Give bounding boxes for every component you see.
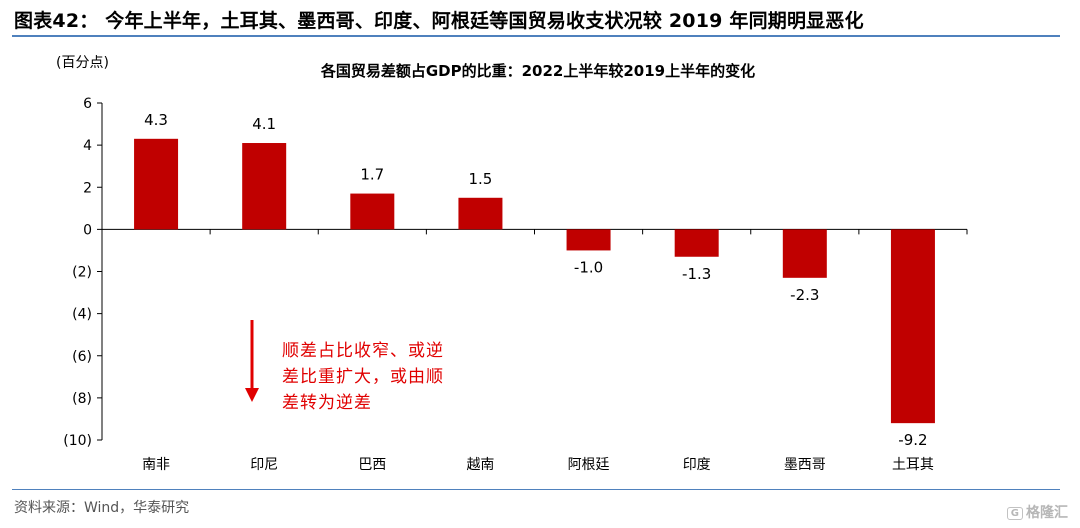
bar [890,229,935,424]
annotation-text-line: 差比重扩大，或由顺 [282,367,444,387]
y-tick-label: 4 [83,138,92,154]
bar [134,138,179,230]
x-tick-label: 印度 [683,457,711,473]
arrow-down-icon [245,388,259,402]
data-label: -1.3 [682,265,711,283]
bar [782,229,827,278]
bar [242,143,287,230]
source-note: 资料来源：Wind，华泰研究 [14,500,190,516]
x-tick-label: 南非 [142,457,170,473]
y-axis-unit-label: (百分点) [56,55,109,71]
watermark-logo-icon: G [1006,506,1023,520]
y-tick-label: (8) [72,391,92,407]
title-divider [12,35,1060,37]
x-tick-label: 墨西哥 [784,457,826,473]
y-tick-label: 2 [83,180,92,196]
y-tick-label: (4) [72,307,92,323]
bar [566,229,611,251]
data-label: -1.0 [574,258,603,276]
annotation-text-line: 顺差占比收窄、或逆 [282,341,444,361]
y-tick-label: 6 [83,96,92,112]
data-label: 4.3 [144,111,168,129]
footer-divider [12,489,1060,490]
chart-title: 各国贸易差额占GDP的比重：2022上半年较2019上半年的变化 [320,62,755,80]
data-label: -9.2 [898,431,927,449]
plot-area: 6 4 2 0 (2) (4) (6) (8) (10) 4.3 南非 4.1 印尼 1.7 巴西 1.5 越南… [63,96,968,473]
data-label: 1.5 [469,170,493,188]
y-tick-label: (10) [63,433,92,449]
data-label: -2.3 [790,286,819,304]
figure-title: 图表42： 今年上半年，土耳其、墨西哥、印度、阿根廷等国贸易收支状况较 2019… [14,10,864,32]
x-tick-label: 越南 [466,457,494,473]
y-tick-label: 0 [83,222,92,238]
watermark: G 格隆汇 [1006,502,1068,522]
x-tick-label: 土耳其 [892,457,934,473]
bar [674,229,719,257]
y-tick-label: (2) [72,265,92,281]
bar [458,197,503,230]
x-tick-label: 巴西 [358,457,386,473]
data-label: 1.7 [360,166,384,184]
y-tick-label: (6) [72,349,92,365]
data-label: 4.1 [252,115,276,133]
bar [350,193,395,230]
x-tick-label: 阿根廷 [568,457,610,473]
x-tick-label: 印尼 [250,457,278,473]
watermark-text: 格隆汇 [1026,505,1068,521]
annotation-text-line: 差转为逆差 [282,393,372,413]
